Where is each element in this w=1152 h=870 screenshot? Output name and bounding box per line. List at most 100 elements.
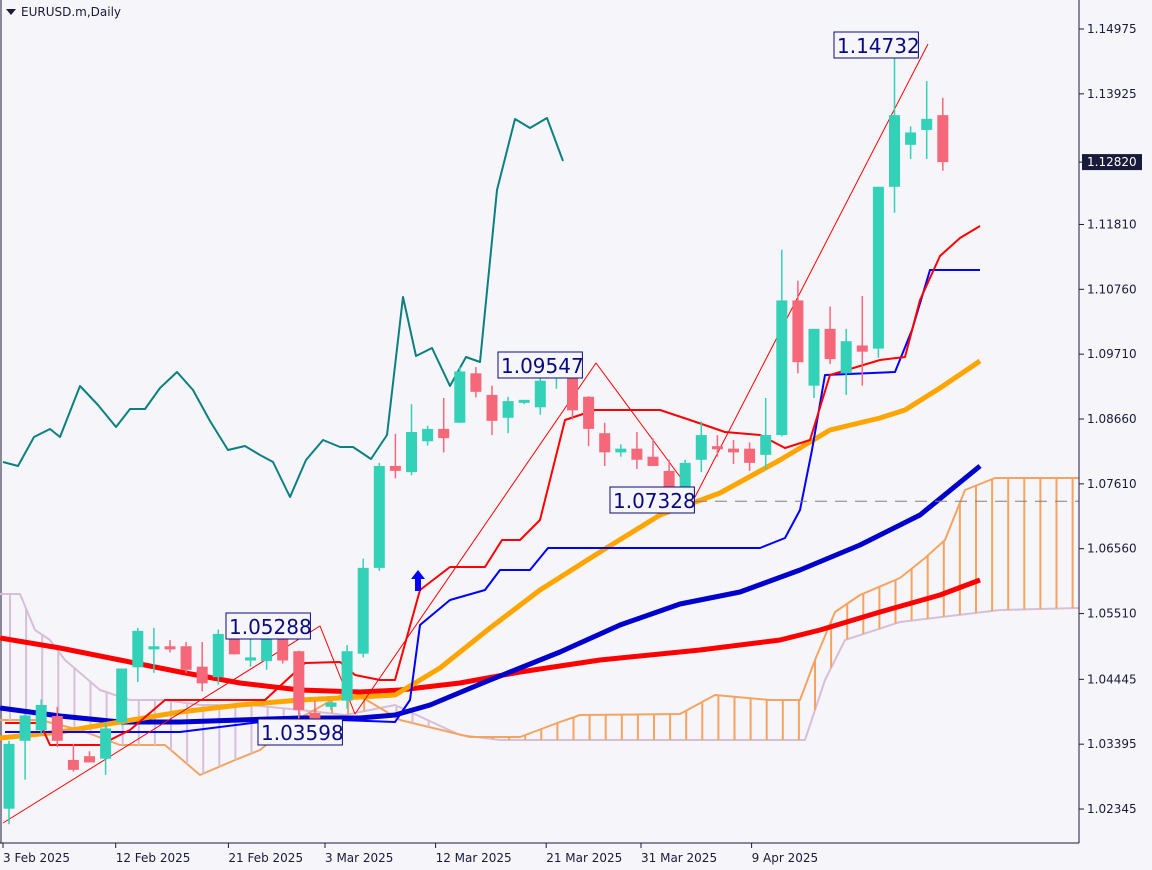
- candle[interactable]: [51, 706, 63, 747]
- x-tick-label: 31 Mar 2025: [641, 851, 717, 865]
- candle[interactable]: [19, 714, 31, 780]
- candle[interactable]: [245, 638, 256, 667]
- chart-title[interactable]: EURUSD.m,Daily: [6, 5, 121, 19]
- candle[interactable]: [921, 81, 933, 160]
- candle[interactable]: [889, 44, 900, 213]
- candle[interactable]: [808, 328, 820, 399]
- x-tick-label: 3 Mar 2025: [325, 851, 393, 865]
- time-axis[interactable]: 3 Feb 2025 12 Feb 2025 21 Feb 2025 3 Mar 20…: [0, 842, 1079, 865]
- candle[interactable]: [856, 296, 868, 386]
- candle-body: [116, 668, 128, 723]
- candle[interactable]: [357, 558, 369, 658]
- x-tick-label: 9 Apr 2025: [752, 851, 819, 865]
- candle[interactable]: [728, 440, 739, 465]
- candle[interactable]: [293, 650, 305, 720]
- candle-body: [711, 446, 723, 450]
- candle[interactable]: [148, 627, 160, 673]
- candle[interactable]: [196, 641, 208, 692]
- candle[interactable]: [389, 433, 401, 479]
- annotation-label: 1.14732: [837, 34, 920, 58]
- candle-body: [889, 115, 900, 187]
- candle-body: [518, 399, 530, 403]
- candle[interactable]: [599, 422, 611, 466]
- price-axis[interactable]: 1.14975 1.13925 1.11810 1.10760 1.09710 1.086…: [1078, 0, 1142, 843]
- candle-body: [856, 345, 868, 352]
- candle[interactable]: [132, 627, 144, 683]
- candle[interactable]: [937, 97, 949, 171]
- candle[interactable]: [905, 126, 917, 160]
- sma-mid-line: [0, 464, 982, 725]
- candle-body: [840, 341, 852, 374]
- candle[interactable]: [100, 722, 112, 775]
- annotation-label: 1.07328: [613, 489, 696, 513]
- candle[interactable]: [67, 743, 79, 772]
- chikou-span-line: [2, 117, 564, 498]
- candle-body: [148, 646, 160, 650]
- candle[interactable]: [325, 701, 337, 710]
- candle[interactable]: [373, 462, 385, 571]
- candle-body: [19, 715, 31, 741]
- candle[interactable]: [422, 425, 434, 446]
- candle[interactable]: [164, 640, 176, 653]
- candle-body: [631, 448, 643, 460]
- candle[interactable]: [695, 421, 707, 473]
- candle[interactable]: [116, 668, 128, 726]
- arrow-up-shape: [411, 570, 425, 591]
- y-tick-label: 1.11810: [1087, 217, 1137, 231]
- candle[interactable]: [341, 645, 353, 709]
- candle[interactable]: [792, 280, 804, 374]
- candle-body: [776, 300, 788, 436]
- candle[interactable]: [744, 442, 756, 471]
- candle-body: [51, 716, 63, 741]
- candle[interactable]: [647, 438, 659, 466]
- candle[interactable]: [534, 376, 546, 415]
- triangle-down-icon[interactable]: [6, 9, 16, 15]
- candle[interactable]: [470, 367, 482, 398]
- sma-slow-line: [0, 577, 981, 695]
- candle-body: [808, 328, 820, 386]
- candle[interactable]: [84, 751, 95, 763]
- candle[interactable]: [583, 396, 595, 447]
- candle[interactable]: [872, 186, 884, 358]
- candle[interactable]: [776, 249, 788, 437]
- candle-body: [196, 666, 208, 684]
- candle[interactable]: [502, 396, 514, 434]
- candle[interactable]: [212, 629, 224, 685]
- candle[interactable]: [760, 398, 772, 470]
- price-annotation: 1.03598: [257, 718, 344, 746]
- candle-body: [438, 428, 450, 439]
- candle-body: [760, 435, 772, 455]
- candle[interactable]: [438, 398, 450, 453]
- symbol-timeframe-label: EURUSD.m,Daily: [21, 5, 122, 19]
- candle[interactable]: [824, 306, 836, 365]
- candle-body: [567, 371, 578, 411]
- candle[interactable]: [35, 699, 47, 735]
- candle[interactable]: [711, 435, 723, 457]
- candle[interactable]: [615, 444, 627, 457]
- candle-body: [293, 651, 305, 710]
- candle[interactable]: [486, 385, 498, 436]
- y-tick-label: 1.13925: [1087, 87, 1137, 101]
- candle-body: [615, 448, 627, 453]
- candle[interactable]: [840, 328, 852, 395]
- candle[interactable]: [518, 399, 530, 405]
- candle[interactable]: [180, 641, 192, 673]
- price-annotation: 1.14732: [833, 31, 920, 59]
- plot-area[interactable]: 1.14732 1.09547 1.07328 1.05288 1.03598: [0, 0, 1080, 843]
- candle-body: [245, 657, 256, 661]
- annotation-box: [225, 612, 311, 640]
- sma-fast-line: [0, 358, 982, 741]
- candle-body: [406, 431, 417, 473]
- y-tick-label: 1.06560: [1087, 542, 1137, 556]
- candle[interactable]: [454, 367, 466, 423]
- candle[interactable]: [406, 404, 417, 476]
- annotation-label: 1.09547: [501, 354, 584, 378]
- candle-body: [3, 743, 15, 809]
- candle-body: [792, 300, 804, 363]
- annotation-label: 1.03598: [261, 721, 344, 745]
- candle[interactable]: [3, 740, 15, 825]
- price-annotation: 1.09547: [497, 351, 584, 379]
- candle-body: [534, 380, 546, 408]
- candle[interactable]: [631, 431, 643, 470]
